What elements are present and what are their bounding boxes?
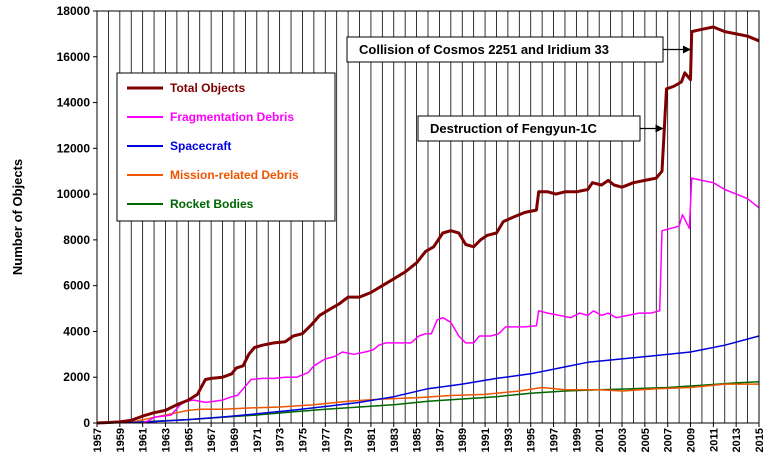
legend-entry: Total Objects [170,81,245,95]
x-tick-label: 1959 [115,428,127,452]
x-tick-label: 2013 [731,428,743,452]
annotations: Collision of Cosmos 2251 and Iridium 33 D… [346,36,691,142]
x-tick-label: 1985 [412,428,424,452]
x-tick-label: 1973 [275,428,287,452]
x-axis: 1957 1959 1961 1963 1965 1967 1969 1971 1973 1975… [92,423,766,452]
annotation-box [346,36,664,63]
y-tick-label: 12000 [57,141,91,155]
y-tick-label: 0 [83,416,90,430]
x-tick-label: 1961 [138,428,150,452]
y-tick-label: 16000 [57,50,91,64]
legend-entry: Mission-related Debris [170,168,299,182]
arrow-head-icon [655,124,664,133]
x-tick-label: 1979 [343,428,355,452]
x-tick-label: 1965 [183,428,195,452]
y-tick-label: 14000 [57,96,91,110]
y-tick-label: 6000 [63,279,90,293]
x-tick-label: 1975 [297,428,309,452]
x-tick-label: 2007 [663,428,675,452]
arrow-head-icon [682,45,691,54]
plot-frame [96,10,760,424]
legend-entry: Spacecraft [170,139,231,153]
x-tick-label: 1995 [526,428,538,452]
y-axis-label: Number of Objects [10,159,25,275]
x-tick-label: 1971 [252,428,264,452]
series-line-2 [96,335,760,424]
x-tick-label: 1989 [457,428,469,452]
x-tick-label: 1993 [503,428,515,452]
y-axis: 0 2000 4000 6000 8000 10000 12000 14000 16000 180… [57,4,97,430]
x-tick-label: 1967 [206,428,218,452]
series-line-0 [96,25,760,425]
legend-entry: Fragmentation Debris [170,110,294,124]
x-tick-label: 1987 [434,428,446,452]
annotation-text: Destruction of Fengyun-1C [430,121,597,136]
y-tick-label: 2000 [63,370,90,384]
series-line-3 [96,383,759,424]
x-tick-label: 1983 [389,428,401,452]
x-tick-label: 1981 [366,428,378,452]
annotation-box [417,115,641,142]
annotation-text: Collision of Cosmos 2251 and Iridium 33 [359,42,609,57]
y-tick-label: 4000 [63,324,90,338]
series-line-1 [142,177,760,424]
x-tick-label: 1991 [480,428,492,452]
x-tick-label: 1997 [549,428,561,452]
x-tick-label: 2011 [708,428,720,452]
legend: Total Objects Fragmentation Debris Spacecr… [116,72,336,222]
y-tick-label: 8000 [63,233,90,247]
x-tick-label: 1999 [571,428,583,452]
legend-entry: Rocket Bodies [170,197,254,211]
series-lines [96,25,760,425]
x-tick-label: 2015 [754,428,766,452]
x-tick-label: 2009 [686,428,698,452]
y-tick-label: 10000 [57,187,91,201]
x-tick-label: 1957 [92,428,104,452]
x-tick-label: 2005 [640,428,652,452]
x-tick-label: 1969 [229,428,241,452]
x-tick-label: 2001 [594,428,606,452]
x-tick-label: 1963 [160,428,172,452]
x-tick-label: 2003 [617,428,629,452]
y-tick-label: 18000 [57,4,91,18]
x-tick-label: 1977 [320,428,332,452]
